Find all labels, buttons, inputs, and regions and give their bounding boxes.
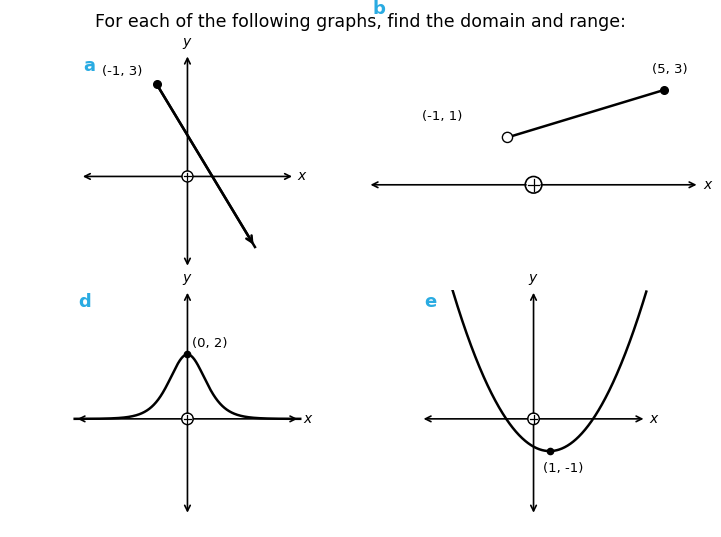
Circle shape (504, 134, 511, 141)
Text: $y$: $y$ (182, 35, 193, 50)
Text: $x$: $x$ (649, 412, 660, 426)
Circle shape (527, 179, 540, 191)
Text: a: a (83, 57, 95, 75)
Circle shape (529, 415, 538, 423)
Text: (5, 3): (5, 3) (652, 63, 688, 76)
Text: $x$: $x$ (303, 412, 314, 426)
Text: b: b (373, 0, 385, 18)
Text: $x$: $x$ (703, 178, 714, 192)
Text: For each of the following graphs, find the domain and range:: For each of the following graphs, find t… (95, 13, 626, 32)
Text: e: e (424, 293, 436, 311)
Text: d: d (78, 293, 91, 311)
Circle shape (183, 172, 192, 180)
Text: $x$: $x$ (297, 170, 308, 184)
Text: (-1, 3): (-1, 3) (102, 66, 142, 78)
Text: $y$: $y$ (182, 272, 193, 287)
Text: (-1, 1): (-1, 1) (422, 110, 462, 123)
Text: (1, -1): (1, -1) (543, 462, 583, 475)
Circle shape (183, 415, 192, 423)
Text: $y$: $y$ (528, 272, 539, 287)
Text: (0, 2): (0, 2) (193, 337, 228, 350)
